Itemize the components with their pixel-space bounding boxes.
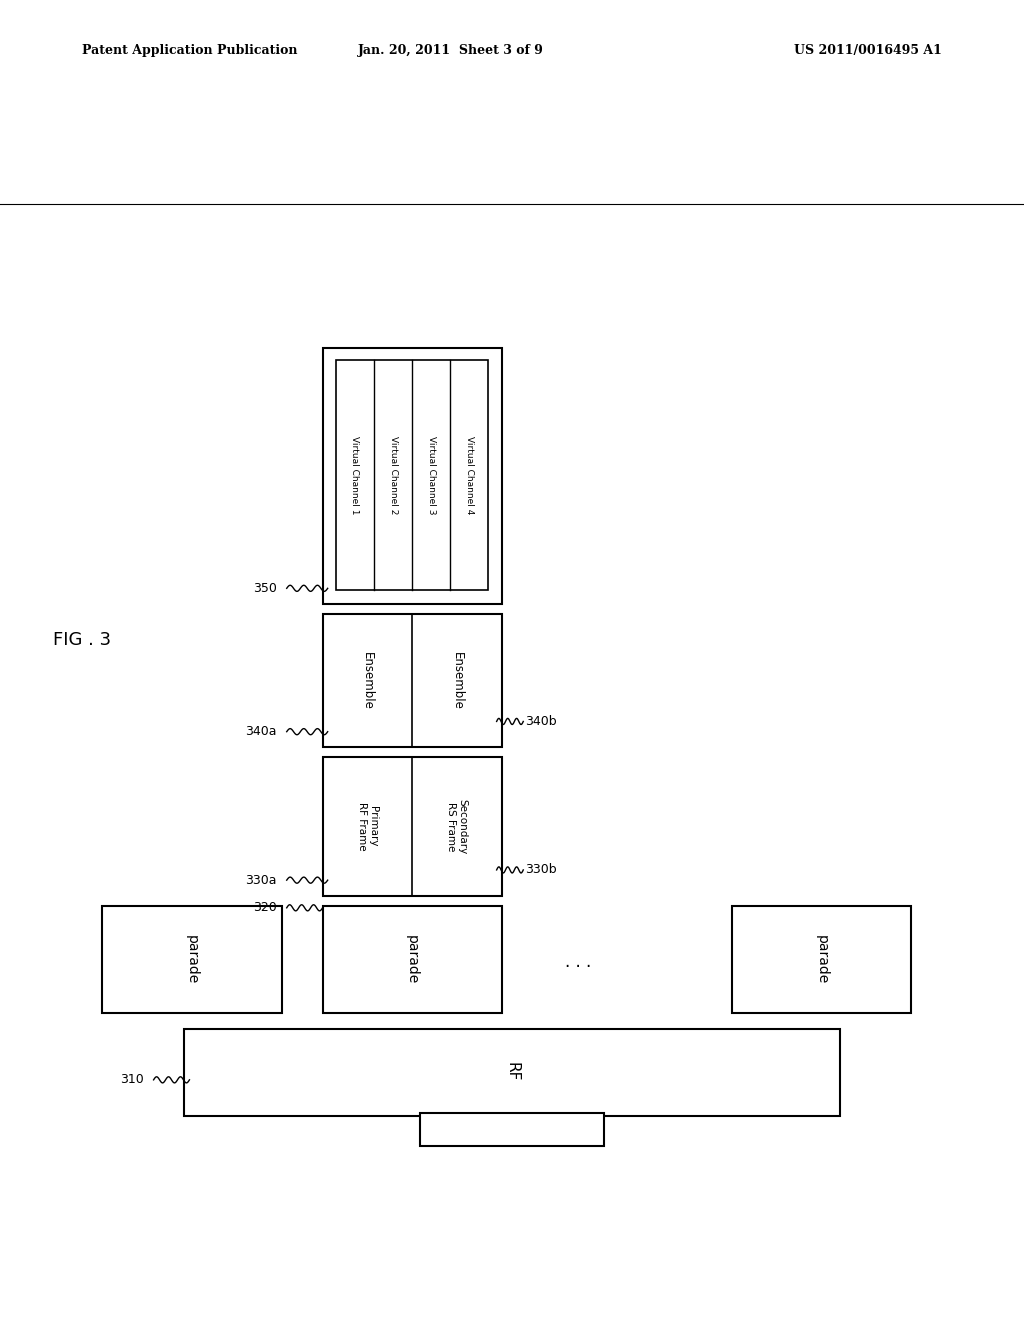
Text: FIG . 3: FIG . 3: [53, 631, 111, 648]
FancyBboxPatch shape: [336, 360, 488, 590]
FancyBboxPatch shape: [323, 906, 502, 1014]
Text: Ensemble: Ensemble: [451, 652, 464, 709]
Text: parade: parade: [406, 935, 419, 985]
Text: Ensemble: Ensemble: [360, 652, 374, 709]
FancyBboxPatch shape: [732, 906, 911, 1014]
FancyBboxPatch shape: [102, 906, 282, 1014]
Text: parade: parade: [815, 935, 828, 985]
Text: 330b: 330b: [525, 863, 557, 876]
Text: Virtual Channel 3: Virtual Channel 3: [427, 436, 436, 515]
Text: RF: RF: [505, 1063, 519, 1082]
Text: parade: parade: [185, 935, 199, 985]
Text: Virtual Channel 1: Virtual Channel 1: [350, 436, 359, 515]
Text: 340a: 340a: [245, 725, 276, 738]
Text: 350: 350: [253, 582, 276, 595]
Text: Patent Application Publication: Patent Application Publication: [82, 44, 297, 57]
Text: Secondary
RS Frame: Secondary RS Frame: [446, 799, 468, 854]
Text: Primary
RF Frame: Primary RF Frame: [356, 803, 378, 850]
FancyBboxPatch shape: [323, 758, 502, 895]
Text: US 2011/0016495 A1: US 2011/0016495 A1: [795, 44, 942, 57]
FancyBboxPatch shape: [184, 1028, 840, 1115]
Text: 320: 320: [253, 902, 276, 915]
FancyBboxPatch shape: [420, 1113, 604, 1146]
Text: 310: 310: [120, 1073, 143, 1086]
Text: Jan. 20, 2011  Sheet 3 of 9: Jan. 20, 2011 Sheet 3 of 9: [357, 44, 544, 57]
Text: 340b: 340b: [525, 715, 557, 727]
Text: Virtual Channel 2: Virtual Channel 2: [388, 436, 397, 515]
Text: Virtual Channel 4: Virtual Channel 4: [465, 436, 474, 515]
Text: 330a: 330a: [245, 874, 276, 887]
FancyBboxPatch shape: [323, 347, 502, 603]
Text: . . .: . . .: [565, 953, 592, 972]
FancyBboxPatch shape: [323, 614, 502, 747]
